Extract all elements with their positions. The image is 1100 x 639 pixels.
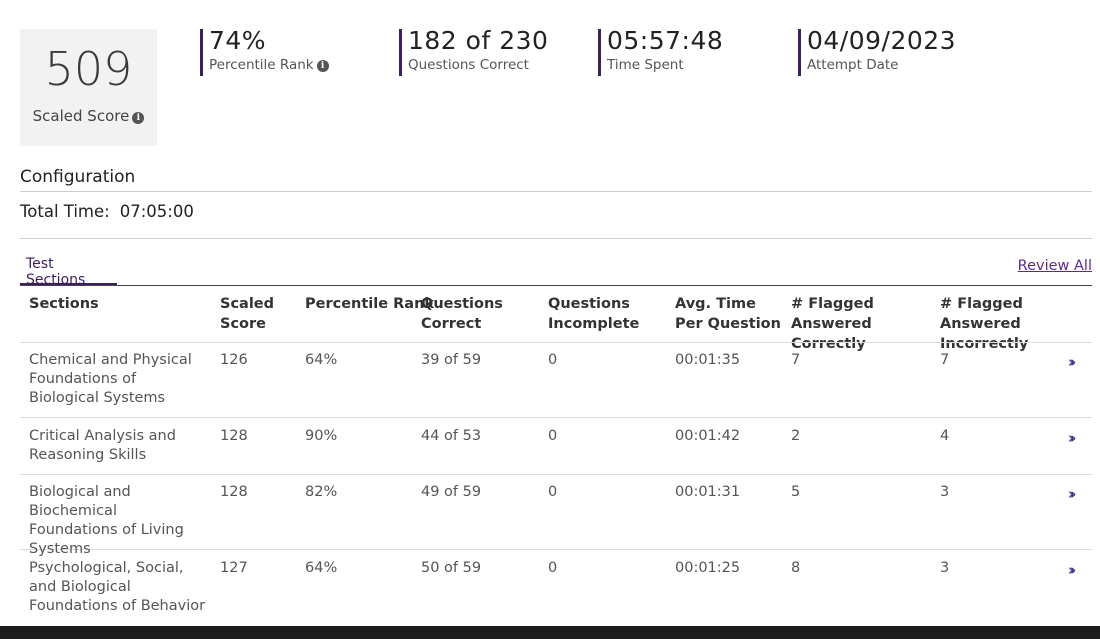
table-row: Chemical and Physical Foundations of Bio…	[20, 343, 1092, 418]
total-time: Total Time: 07:05:00	[20, 202, 194, 221]
stat-attempt-date: 04/09/2023 Attempt Date	[798, 26, 957, 76]
double-chevron-right-icon[interactable]: ››	[1068, 429, 1077, 447]
section-flagged-incorrect: 4	[940, 428, 950, 444]
header-sections: Sections	[29, 296, 99, 312]
section-name: Critical Analysis and Reasoning Skills	[29, 428, 176, 463]
stat-time-spent: 05:57:48 Time Spent	[598, 26, 724, 76]
header-row-border	[20, 342, 1092, 343]
section-correct: 49 of 59	[421, 484, 482, 500]
section-avg-time: 00:01:42	[675, 428, 741, 444]
info-icon[interactable]: i	[316, 60, 329, 72]
table-row: Psychological, Social, and Biological Fo…	[20, 551, 1092, 626]
section-scaled-score: 128	[220, 428, 248, 444]
stat-value: 04/09/2023	[807, 26, 957, 55]
section-flagged-correct: 7	[791, 352, 801, 368]
header-flagged-incorrect: # Flagged Answered Incorrectly	[940, 296, 1029, 352]
section-incomplete: 0	[548, 560, 558, 576]
stat-label-row: Percentile Rank i	[209, 57, 329, 73]
section-avg-time: 00:01:25	[675, 560, 741, 576]
table-row: Critical Analysis and Reasoning Skills 1…	[20, 419, 1092, 475]
section-incomplete: 0	[548, 352, 558, 368]
double-chevron-right-icon[interactable]: ››	[1068, 561, 1077, 579]
scaled-score-label-row: Scaled Score i	[20, 107, 157, 125]
stat-label: Time Spent	[607, 57, 684, 73]
section-flagged-incorrect: 3	[940, 484, 950, 500]
header-avg-time: Avg. Time Per Question	[675, 296, 781, 332]
header-questions-incomplete: Questions Incomplete	[548, 296, 640, 332]
section-percentile: 82%	[305, 484, 338, 500]
review-all-link[interactable]: Review All	[1017, 258, 1092, 274]
header-percentile-rank: Percentile Rank	[305, 296, 435, 312]
section-name: Chemical and Physical Foundations of Bio…	[29, 352, 192, 406]
stat-questions-correct: 182 of 230 Questions Correct	[399, 26, 549, 76]
double-chevron-right-icon[interactable]: ››	[1068, 353, 1077, 371]
divider	[20, 191, 1092, 192]
section-flagged-correct: 2	[791, 428, 801, 444]
section-correct: 50 of 59	[421, 560, 482, 576]
stat-percentile-rank: 74% Percentile Rank i	[200, 26, 329, 76]
header-scaled-score: Scaled Score	[220, 296, 275, 332]
total-time-value: 07:05:00	[119, 202, 194, 221]
footer-bar	[0, 626, 1100, 639]
section-scaled-score: 128	[220, 484, 248, 500]
divider	[20, 238, 1092, 239]
section-avg-time: 00:01:35	[675, 352, 741, 368]
tab-test-sections[interactable]: Test Sections	[20, 256, 117, 288]
header-flagged-correct: # Flagged Answered Correctly	[791, 296, 874, 352]
scaled-score-card: 509 Scaled Score i	[20, 29, 157, 146]
section-name: Biological and Biochemical Foundations o…	[29, 484, 184, 557]
info-icon[interactable]: i	[132, 112, 145, 124]
stat-label: Percentile Rank	[209, 57, 314, 73]
section-flagged-incorrect: 7	[940, 352, 950, 368]
stat-label: Questions Correct	[408, 57, 529, 73]
section-flagged-correct: 5	[791, 484, 801, 500]
stat-value: 74%	[209, 26, 267, 55]
stat-label: Attempt Date	[807, 57, 899, 73]
section-correct: 44 of 53	[421, 428, 482, 444]
stat-value: 05:57:48	[607, 26, 724, 55]
table-row: Biological and Biochemical Foundations o…	[20, 475, 1092, 557]
table-top-border	[20, 285, 1092, 286]
double-chevron-right-icon[interactable]: ››	[1068, 485, 1077, 503]
section-percentile: 90%	[305, 428, 338, 444]
section-incomplete: 0	[548, 428, 558, 444]
stat-value: 182 of 230	[408, 26, 549, 55]
section-flagged-correct: 8	[791, 560, 801, 576]
configuration-heading: Configuration	[20, 167, 136, 187]
scaled-score-value: 509	[44, 42, 133, 96]
header-questions-correct: Questions Correct	[421, 296, 503, 332]
section-scaled-score: 126	[220, 352, 248, 368]
scaled-score-label: Scaled Score	[32, 107, 130, 125]
section-percentile: 64%	[305, 352, 338, 368]
section-correct: 39 of 59	[421, 352, 482, 368]
section-incomplete: 0	[548, 484, 558, 500]
section-percentile: 64%	[305, 560, 338, 576]
section-avg-time: 00:01:31	[675, 484, 741, 500]
section-scaled-score: 127	[220, 560, 248, 576]
total-time-label: Total Time:	[20, 202, 110, 221]
section-flagged-incorrect: 3	[940, 560, 950, 576]
section-name: Psychological, Social, and Biological Fo…	[29, 560, 206, 614]
